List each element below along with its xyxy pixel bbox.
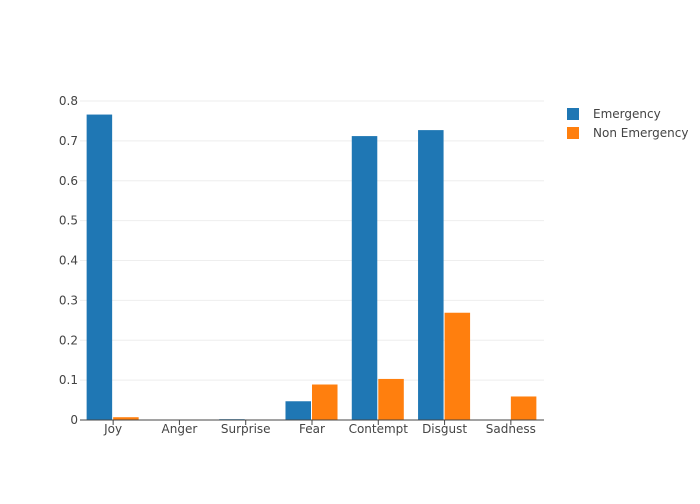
bar-emergency-joy[interactable] [87,115,113,420]
bar-emergency-fear[interactable] [285,401,311,420]
y-tick-label: 0 [70,413,78,427]
x-tick-label: Surprise [221,422,271,436]
bar-non-emergency-disgust[interactable] [445,313,471,420]
bar-emergency-contempt[interactable] [352,136,378,420]
legend-item[interactable]: Non Emergency [567,126,688,140]
legend-label: Non Emergency [593,126,688,140]
y-tick-label: 0.1 [59,373,78,387]
x-tick-label: Contempt [349,422,409,436]
x-tick-label: Sadness [486,422,536,436]
bar-emergency-disgust[interactable] [418,130,444,420]
x-tick-label: Fear [299,422,325,436]
y-tick-label: 0.2 [59,333,78,347]
y-tick-label: 0.7 [59,134,78,148]
y-tick-label: 0.4 [59,254,78,268]
legend[interactable]: Emergency Non Emergency [567,107,688,140]
bar-non-emergency-sadness[interactable] [511,396,537,420]
y-tick-label: 0.3 [59,293,78,307]
axis-layer: 0 0.1 0.2 0.3 0.4 0.5 0.6 0.7 0.8 Joy Anger Surpris… [59,94,544,436]
legend-item[interactable]: Emergency [567,107,661,121]
x-tick-label: Disgust [422,422,467,436]
y-tick-label: 0.5 [59,214,78,228]
legend-swatch [567,127,579,139]
legend-label: Emergency [593,107,661,121]
y-tick-label: 0.8 [59,94,78,108]
y-tick-label: 0.6 [59,174,78,188]
bars-layer [87,115,537,420]
legend-swatch [567,108,579,120]
grid-layer [80,101,544,380]
x-tick-label: Joy [103,422,122,436]
bar-non-emergency-contempt[interactable] [378,379,404,420]
x-tick-label: Anger [162,422,198,436]
bar-non-emergency-fear[interactable] [312,385,338,420]
